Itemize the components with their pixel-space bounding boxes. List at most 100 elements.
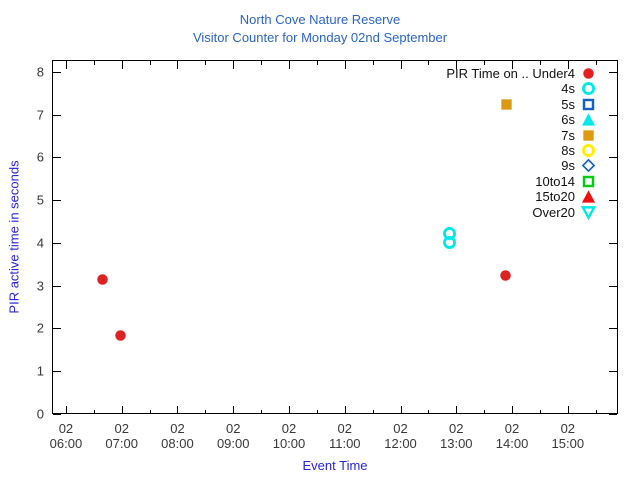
open-square-icon bbox=[581, 97, 596, 112]
y-tick-label: 8 bbox=[36, 64, 44, 80]
axis-tick bbox=[53, 285, 61, 287]
axis-tick bbox=[609, 371, 617, 373]
axis-tick bbox=[288, 406, 290, 414]
axis-tick bbox=[512, 406, 514, 414]
axis-tick bbox=[609, 242, 617, 244]
data-point-under4 bbox=[113, 328, 128, 343]
axis-tick bbox=[121, 61, 123, 69]
open-circle-icon bbox=[581, 143, 596, 158]
filled-triangle-up-icon bbox=[581, 112, 596, 127]
axis-tick bbox=[261, 61, 263, 65]
axis-tick bbox=[93, 410, 95, 414]
axis-tick bbox=[595, 61, 597, 65]
legend-label: 4s bbox=[561, 81, 575, 97]
legend-label: PIR Time on .. Under4 bbox=[446, 66, 575, 81]
x-tick-label: 02 06:00 bbox=[49, 421, 83, 451]
axis-tick bbox=[65, 61, 67, 69]
axis-tick bbox=[609, 200, 617, 202]
x-tick-label: 02 07:00 bbox=[105, 421, 138, 451]
axis-tick bbox=[567, 406, 569, 414]
legend-item-7s: 7s bbox=[430, 128, 600, 143]
axis-tick bbox=[609, 157, 617, 159]
data-point-7s bbox=[499, 97, 514, 112]
axis-tick bbox=[53, 157, 61, 159]
axis-tick bbox=[53, 71, 61, 73]
axis-tick bbox=[400, 61, 402, 69]
axis-tick bbox=[609, 114, 617, 116]
filled-square-icon bbox=[581, 128, 596, 143]
x-tick-label: 02 13:00 bbox=[440, 421, 473, 451]
axis-tick bbox=[177, 61, 179, 69]
x-tick-label: 02 09:00 bbox=[216, 421, 250, 451]
legend-label: 5s bbox=[561, 96, 575, 112]
axis-tick bbox=[428, 410, 430, 414]
legend-item-10to14: 10to14 bbox=[430, 174, 600, 189]
legend-label: 10to14 bbox=[535, 173, 575, 189]
data-point-under4 bbox=[95, 272, 110, 287]
axis-tick bbox=[428, 61, 430, 65]
axis-tick bbox=[484, 410, 486, 414]
legend-label: 8s bbox=[561, 143, 575, 158]
data-point-under4 bbox=[498, 268, 513, 283]
plot-area bbox=[52, 60, 618, 414]
legend-item-under4: PIR Time on .. Under4 bbox=[430, 66, 600, 81]
axis-tick bbox=[233, 61, 235, 69]
axis-tick bbox=[261, 410, 263, 414]
y-tick-label: 2 bbox=[36, 320, 44, 336]
axis-tick bbox=[53, 242, 61, 244]
axis-tick bbox=[288, 61, 290, 69]
axis-tick bbox=[53, 200, 61, 202]
y-tick-label: 6 bbox=[36, 149, 44, 165]
x-tick-label: 02 12:00 bbox=[384, 421, 417, 451]
x-tick-label: 02 14:00 bbox=[495, 421, 529, 451]
axis-tick bbox=[344, 61, 346, 69]
axis-tick bbox=[372, 410, 374, 414]
axis-tick bbox=[609, 414, 617, 415]
axis-tick bbox=[512, 61, 514, 69]
chart-subtitle: Visitor Counter for Monday 02nd Septembe… bbox=[192, 30, 448, 45]
x-tick-label: 02 11:00 bbox=[328, 421, 361, 451]
axis-tick bbox=[93, 61, 95, 65]
legend-label: 9s bbox=[561, 158, 575, 174]
axis-tick bbox=[65, 406, 67, 414]
data-point-4s bbox=[442, 235, 457, 250]
y-tick-label: 4 bbox=[36, 235, 44, 251]
legend-label: 7s bbox=[561, 127, 575, 143]
axis-tick bbox=[53, 414, 61, 415]
axis-tick bbox=[595, 410, 597, 414]
axis-tick bbox=[609, 71, 617, 73]
axis-tick bbox=[205, 61, 207, 65]
axis-tick bbox=[609, 328, 617, 330]
legend-item-6s: 6s bbox=[430, 112, 600, 127]
axis-tick bbox=[372, 61, 374, 65]
axis-tick bbox=[316, 61, 318, 65]
x-tick-label: 02 10:00 bbox=[272, 421, 306, 451]
legend-item-8s: 8s bbox=[430, 143, 600, 158]
legend-item-5s: 5s bbox=[430, 97, 600, 112]
axis-tick bbox=[539, 61, 541, 65]
legend-label: 15to20 bbox=[535, 189, 575, 205]
y-tick-label: 3 bbox=[36, 278, 44, 294]
chart-title: North Cove Nature Reserve bbox=[239, 12, 401, 27]
axis-tick bbox=[456, 406, 458, 414]
legend-item-over20: Over20 bbox=[430, 205, 600, 220]
open-triangle-down-icon bbox=[581, 205, 596, 220]
filled-circle-icon bbox=[581, 66, 596, 81]
open-square-icon bbox=[581, 174, 596, 189]
axis-tick bbox=[149, 61, 151, 65]
open-diamond-icon bbox=[581, 158, 596, 173]
legend-item-9s: 9s bbox=[430, 158, 600, 173]
legend-item-4s: 4s bbox=[430, 81, 600, 96]
y-tick-label: 1 bbox=[36, 363, 44, 379]
y-tick-label: 5 bbox=[36, 192, 44, 208]
axis-tick bbox=[233, 406, 235, 414]
x-tick-label: 02 15:00 bbox=[551, 421, 585, 451]
axis-tick bbox=[316, 410, 318, 414]
axis-tick bbox=[121, 406, 123, 414]
legend-label: Over20 bbox=[532, 204, 575, 220]
axis-tick bbox=[205, 410, 207, 414]
y-tick-label: 7 bbox=[36, 107, 44, 123]
x-tick-label: 02 08:00 bbox=[161, 421, 194, 451]
filled-triangle-up-icon bbox=[581, 189, 596, 204]
